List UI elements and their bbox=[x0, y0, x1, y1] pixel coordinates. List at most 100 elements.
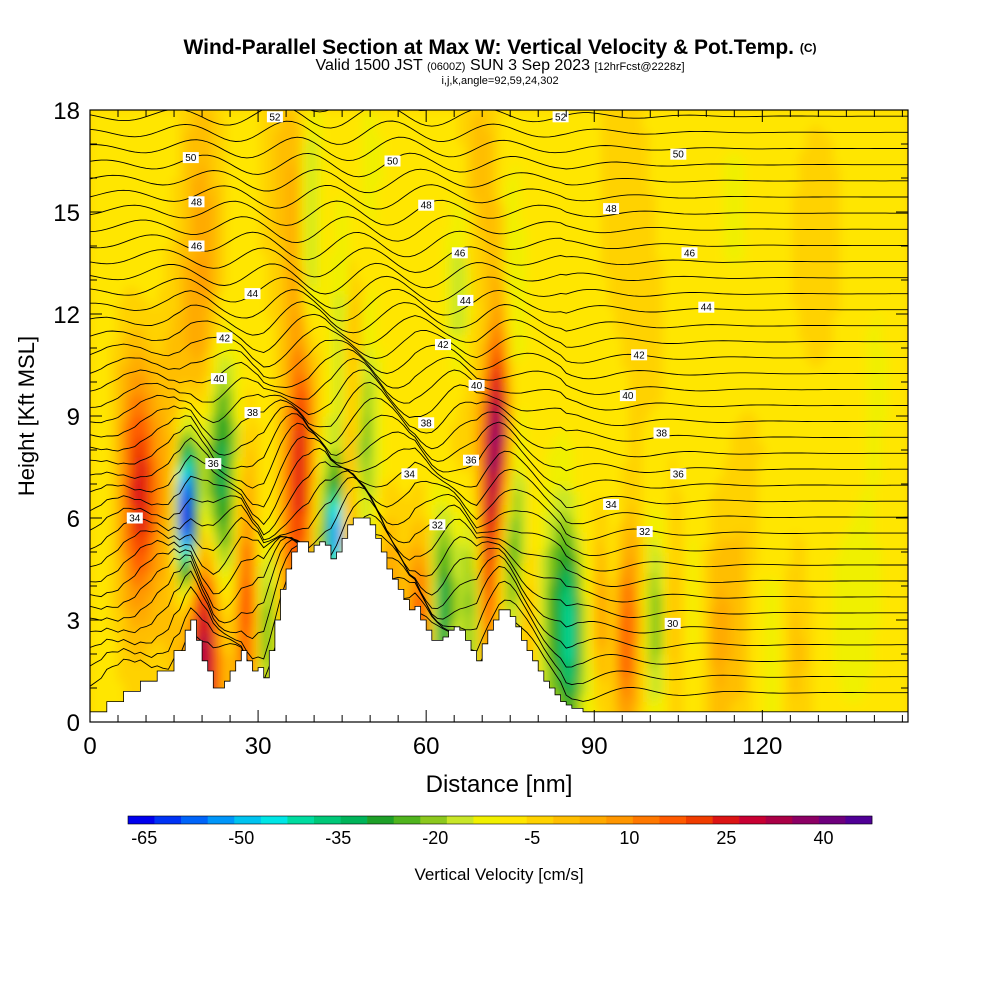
contour-label: 50 bbox=[384, 155, 401, 168]
theta-isoline bbox=[90, 436, 908, 509]
theta-isoline bbox=[90, 422, 908, 491]
x-tick-label: 120 bbox=[742, 733, 782, 760]
colorbar-swatch bbox=[181, 816, 209, 824]
theta-isoline bbox=[90, 397, 908, 458]
chart-title: Wind-Parallel Section at Max W: Vertical… bbox=[183, 36, 817, 59]
contour-label: 42 bbox=[216, 332, 233, 344]
colorbar-swatch bbox=[393, 816, 421, 824]
colorbar: -65 -50 -35 -20 -5 10 25 40 bbox=[127, 815, 873, 848]
colorbar-tick-label: -65 bbox=[131, 828, 157, 848]
theta-isoline bbox=[90, 470, 908, 557]
contour-label: 38 bbox=[418, 417, 435, 429]
theta-isoline bbox=[90, 513, 908, 618]
y-tick-label: 0 bbox=[67, 710, 80, 737]
theta-isoline bbox=[90, 461, 908, 541]
colorbar-swatch bbox=[473, 816, 501, 824]
y-tick-label: 9 bbox=[67, 404, 80, 431]
contour-label: 48 bbox=[188, 196, 205, 208]
theta-isoline bbox=[90, 152, 908, 178]
contour-label: 38 bbox=[244, 407, 261, 419]
y-tick-label: 15 bbox=[53, 200, 80, 227]
colorbar-swatch bbox=[553, 816, 581, 824]
theta-isoline bbox=[90, 497, 908, 603]
contour-label: 44 bbox=[698, 301, 715, 314]
colorbar-swatch bbox=[606, 816, 634, 824]
colorbar-swatch bbox=[632, 816, 660, 824]
contour-label: 34 bbox=[126, 512, 143, 525]
colorbar-swatch bbox=[500, 816, 527, 824]
colorbar-swatch bbox=[659, 816, 687, 824]
colorbar-tick-label: -50 bbox=[228, 828, 254, 848]
colorbar-tick-label: 10 bbox=[619, 828, 639, 848]
colorbar-tick-label: 25 bbox=[716, 828, 736, 848]
theta-isoline bbox=[90, 476, 908, 572]
colorbar-swatch bbox=[340, 816, 368, 824]
colorbar-swatch bbox=[739, 816, 767, 824]
theta-isoline bbox=[90, 413, 908, 473]
contour-label: 36 bbox=[463, 454, 479, 467]
theta-isoline bbox=[90, 534, 908, 634]
theta-isoline bbox=[90, 348, 908, 395]
colorbar-swatch bbox=[128, 816, 155, 824]
contour-label: 32 bbox=[429, 519, 446, 531]
contour-label: 34 bbox=[401, 468, 418, 480]
chart-indices: i,j,k,angle=92,59,24,302 bbox=[441, 75, 559, 87]
colorbar-tick-label: -5 bbox=[524, 828, 540, 848]
y-tick-label: 18 bbox=[53, 98, 80, 125]
contour-label: 42 bbox=[631, 349, 648, 361]
x-tick-label: 0 bbox=[83, 733, 96, 760]
colorbar-swatch bbox=[420, 816, 448, 824]
contour-label: 50 bbox=[182, 152, 199, 164]
contour-label: 36 bbox=[670, 468, 687, 480]
colorbar-label: Vertical Velocity [cm/s] bbox=[414, 865, 583, 884]
colorbar-tick-label: -20 bbox=[422, 828, 448, 848]
contour-label: 50 bbox=[670, 148, 687, 161]
contour-label: 52 bbox=[552, 111, 569, 123]
colorbar-swatch bbox=[314, 816, 341, 824]
theta-isoline bbox=[90, 571, 908, 686]
theta-isoline bbox=[90, 168, 908, 194]
contour-label: 46 bbox=[451, 247, 468, 259]
theta-isoline bbox=[90, 301, 908, 336]
colorbar-swatch bbox=[712, 816, 740, 824]
y-axis-label: Height [Kft MSL] bbox=[14, 336, 39, 496]
colorbar-swatch bbox=[367, 816, 395, 824]
contour-label: 46 bbox=[188, 240, 205, 253]
colorbar-tick-label: 40 bbox=[813, 828, 833, 848]
contour-label: 34 bbox=[603, 498, 620, 511]
theta-isoline bbox=[90, 369, 908, 427]
colorbar-tick-label: -35 bbox=[325, 828, 351, 848]
contour-label: 48 bbox=[603, 203, 620, 215]
colorbar-swatch bbox=[234, 816, 262, 824]
y-tick-label: 3 bbox=[67, 608, 80, 635]
theta-isoline bbox=[90, 275, 908, 309]
theta-isoline bbox=[90, 199, 908, 226]
theta-isoline bbox=[90, 246, 908, 278]
colorbar-swatch bbox=[207, 816, 235, 824]
contour-label: 40 bbox=[619, 390, 636, 402]
contour-label: 38 bbox=[653, 427, 670, 440]
contour-label: 40 bbox=[468, 379, 485, 392]
colorbar-swatch bbox=[579, 816, 607, 824]
theta-isoline bbox=[90, 136, 908, 162]
theta-isoline bbox=[90, 556, 908, 668]
theta-isoline bbox=[90, 110, 908, 129]
theta-isoline bbox=[90, 184, 908, 210]
y-tick-label: 12 bbox=[53, 302, 80, 329]
theta-contour-labels: 30 32 32 34 34 34 36 36 36 38 38 38 40 40 40 42 42 42 44 44… bbox=[126, 111, 715, 630]
y-tick-label: 6 bbox=[67, 506, 80, 533]
theta-isoline bbox=[90, 486, 908, 587]
theta-isoline bbox=[90, 381, 908, 442]
x-tick-label: 30 bbox=[245, 733, 272, 760]
theta-isoline bbox=[90, 358, 908, 411]
theta-isoline bbox=[90, 288, 908, 322]
colorbar-swatch bbox=[792, 816, 820, 824]
x-tick-label: 90 bbox=[581, 733, 608, 760]
theta-isoline bbox=[90, 313, 908, 353]
colorbar-swatch bbox=[446, 816, 474, 824]
contour-label: 42 bbox=[435, 339, 451, 351]
contour-label: 52 bbox=[266, 111, 283, 123]
colorbar-swatch bbox=[287, 816, 315, 824]
colorbar-swatch bbox=[526, 816, 554, 824]
